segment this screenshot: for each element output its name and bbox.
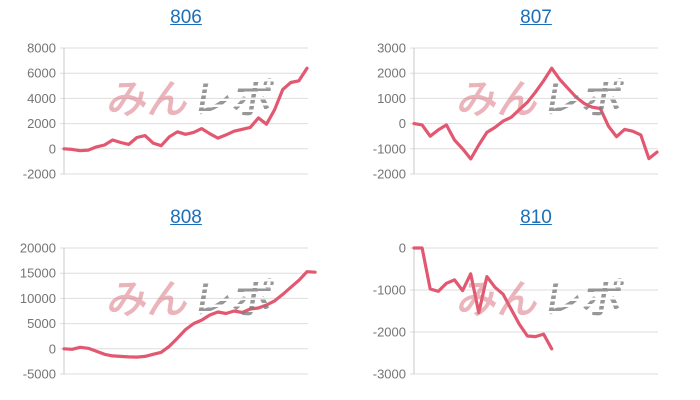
y-tick-label: 5000 xyxy=(27,316,56,331)
chart-cell-806: 806 8000 6000 4000 2000 0 -2000 みんレポ xyxy=(0,0,350,200)
y-tick-label: 4000 xyxy=(27,91,56,106)
y-tick-label: -2000 xyxy=(373,325,406,340)
line-chart-810: 0 -1000 -2000 -3000 xyxy=(373,241,658,382)
chart-title-link-806[interactable]: 806 xyxy=(170,7,202,28)
y-tick-label: -2000 xyxy=(373,167,406,182)
chart-cell-808: 808 20000 15000 10000 5000 0 -5000 みんレポ xyxy=(0,200,350,400)
y-tick-label: 3000 xyxy=(377,41,406,56)
y-tick-label: 0 xyxy=(49,141,56,156)
y-tick-label: -1000 xyxy=(373,141,406,156)
series-line xyxy=(412,66,659,161)
series-line xyxy=(62,270,317,359)
y-tick-label: -3000 xyxy=(373,367,406,382)
y-tick-label: -5000 xyxy=(23,367,56,382)
chart-title-link-807[interactable]: 807 xyxy=(520,7,552,28)
chart-cell-807: 807 3000 2000 1000 0 -1000 -2000 みんレポ xyxy=(350,0,700,200)
chart-title-link-808[interactable]: 808 xyxy=(170,207,202,228)
y-tick-label: 1000 xyxy=(377,91,406,106)
y-tick-label: 0 xyxy=(49,341,56,356)
series-line xyxy=(412,246,554,351)
y-tick-label: 10000 xyxy=(20,291,56,306)
y-tick-label: 0 xyxy=(399,116,406,131)
y-tick-label: -1000 xyxy=(373,283,406,298)
y-tick-label: 2000 xyxy=(377,66,406,81)
chart-cell-810: 810 0 -1000 -2000 -3000 みんレポ xyxy=(350,200,700,400)
line-chart-807: 3000 2000 1000 0 -1000 -2000 xyxy=(373,41,659,182)
line-chart-808: 20000 15000 10000 5000 0 -5000 xyxy=(20,241,317,382)
line-chart-806: 8000 6000 4000 2000 0 -2000 xyxy=(23,41,309,182)
y-tick-label: 8000 xyxy=(27,41,56,56)
y-tick-label: 2000 xyxy=(27,116,56,131)
y-tick-label: 15000 xyxy=(20,266,56,281)
series-line xyxy=(62,66,309,153)
y-tick-label: 6000 xyxy=(27,66,56,81)
chart-title-link-810[interactable]: 810 xyxy=(520,207,552,228)
y-tick-label: 0 xyxy=(399,241,406,256)
y-tick-label: -2000 xyxy=(23,167,56,182)
y-tick-label: 20000 xyxy=(20,241,56,256)
